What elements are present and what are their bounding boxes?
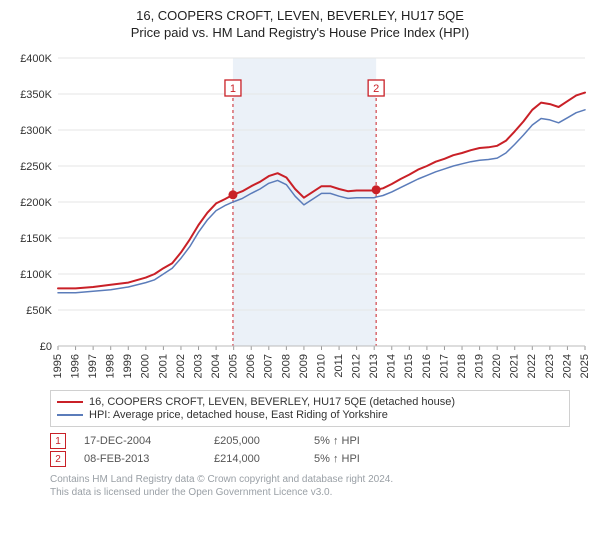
- svg-text:2021: 2021: [509, 354, 521, 378]
- svg-text:2006: 2006: [245, 354, 257, 378]
- svg-text:1: 1: [230, 83, 236, 95]
- legend-swatch-property: [57, 401, 83, 403]
- footer-line1: Contains HM Land Registry data © Crown c…: [50, 473, 590, 486]
- svg-text:2008: 2008: [280, 354, 292, 378]
- svg-text:2: 2: [373, 83, 379, 95]
- svg-text:£100K: £100K: [20, 269, 52, 281]
- svg-text:2007: 2007: [263, 354, 275, 378]
- event-date: 08-FEB-2013: [84, 453, 214, 465]
- title-line2: Price paid vs. HM Land Registry's House …: [10, 25, 590, 40]
- svg-text:2004: 2004: [210, 354, 222, 378]
- event-pct: 5% ↑ HPI: [314, 453, 394, 465]
- price-chart: £0 £50K £100K £150K £200K £250K £300K £350K £400…: [10, 46, 590, 386]
- svg-text:1999: 1999: [122, 354, 134, 378]
- event-pct: 5% ↑ HPI: [314, 435, 394, 447]
- svg-text:1995: 1995: [52, 354, 64, 378]
- event-row: 1 17-DEC-2004 £205,000 5% ↑ HPI: [50, 433, 590, 449]
- svg-text:£300K: £300K: [20, 125, 52, 137]
- svg-text:2017: 2017: [438, 354, 450, 378]
- legend: 16, COOPERS CROFT, LEVEN, BEVERLEY, HU17…: [50, 390, 570, 427]
- svg-text:2025: 2025: [579, 354, 590, 378]
- event-date: 17-DEC-2004: [84, 435, 214, 447]
- svg-text:£200K: £200K: [20, 197, 52, 209]
- svg-text:1996: 1996: [69, 354, 81, 378]
- footer: Contains HM Land Registry data © Crown c…: [50, 473, 590, 499]
- svg-text:1997: 1997: [87, 354, 99, 378]
- svg-text:2020: 2020: [491, 354, 503, 378]
- svg-text:2001: 2001: [157, 354, 169, 378]
- svg-text:2019: 2019: [474, 354, 486, 378]
- svg-text:2022: 2022: [526, 354, 538, 378]
- event-marker-1: 1: [50, 433, 66, 449]
- svg-text:2015: 2015: [403, 354, 415, 378]
- svg-text:£250K: £250K: [20, 161, 52, 173]
- event-price: £205,000: [214, 435, 314, 447]
- svg-text:2018: 2018: [456, 354, 468, 378]
- event-marker-2: 2: [50, 451, 66, 467]
- svg-text:2002: 2002: [175, 354, 187, 378]
- svg-text:£50K: £50K: [26, 305, 52, 317]
- svg-text:2024: 2024: [561, 354, 573, 378]
- svg-text:2016: 2016: [421, 354, 433, 378]
- legend-label: 16, COOPERS CROFT, LEVEN, BEVERLEY, HU17…: [89, 396, 455, 408]
- event-price: £214,000: [214, 453, 314, 465]
- svg-text:2005: 2005: [228, 354, 240, 378]
- svg-text:£150K: £150K: [20, 233, 52, 245]
- svg-text:£0: £0: [40, 341, 52, 353]
- legend-row: HPI: Average price, detached house, East…: [57, 409, 563, 421]
- events-table: 1 17-DEC-2004 £205,000 5% ↑ HPI 2 08-FEB…: [50, 433, 590, 467]
- svg-text:£400K: £400K: [20, 53, 52, 65]
- svg-text:2011: 2011: [333, 354, 345, 378]
- legend-row: 16, COOPERS CROFT, LEVEN, BEVERLEY, HU17…: [57, 396, 563, 408]
- svg-text:2003: 2003: [192, 354, 204, 378]
- title-line1: 16, COOPERS CROFT, LEVEN, BEVERLEY, HU17…: [10, 8, 590, 23]
- svg-text:2000: 2000: [140, 354, 152, 378]
- svg-text:2010: 2010: [315, 354, 327, 378]
- svg-text:2013: 2013: [368, 354, 380, 378]
- legend-label: HPI: Average price, detached house, East…: [89, 409, 388, 421]
- legend-swatch-hpi: [57, 414, 83, 416]
- svg-text:2023: 2023: [544, 354, 556, 378]
- footer-line2: This data is licensed under the Open Gov…: [50, 486, 590, 499]
- svg-text:2009: 2009: [298, 354, 310, 378]
- svg-text:1998: 1998: [105, 354, 117, 378]
- svg-text:2014: 2014: [386, 354, 398, 378]
- event-row: 2 08-FEB-2013 £214,000 5% ↑ HPI: [50, 451, 590, 467]
- svg-text:2012: 2012: [351, 354, 363, 378]
- svg-text:£350K: £350K: [20, 89, 52, 101]
